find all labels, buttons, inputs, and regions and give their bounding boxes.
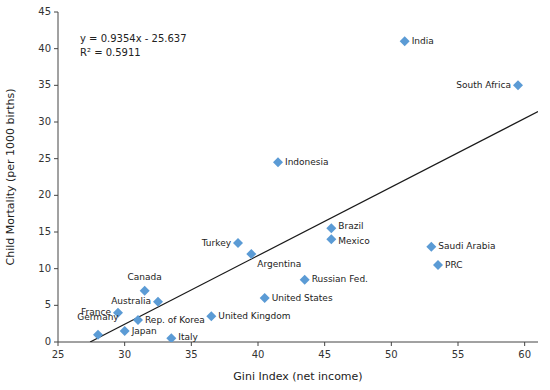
x-tick [458, 342, 459, 346]
point [326, 223, 336, 233]
x-tick [58, 342, 59, 346]
point [246, 249, 256, 259]
point [326, 234, 336, 244]
y-tick-label: 15 [38, 226, 51, 237]
point [300, 275, 310, 285]
y-axis-label: Child Mortality (per 1000 births) [4, 89, 17, 266]
point [400, 36, 410, 46]
x-tick-label: 35 [185, 349, 198, 360]
x-tick-label: 50 [385, 349, 398, 360]
point-label: Turkey [201, 238, 232, 248]
y-axis-line [58, 12, 59, 342]
y-tick [54, 12, 58, 13]
y-tick [54, 268, 58, 269]
point-label: Argentina [257, 259, 301, 269]
y-tick-label: 45 [38, 6, 51, 17]
point [166, 333, 176, 342]
y-tick [54, 342, 58, 343]
point-label: United Kingdom [218, 311, 290, 321]
x-axis-line [58, 342, 538, 343]
point [153, 297, 163, 307]
y-tick-label: 10 [38, 263, 51, 274]
point-label: Italy [178, 332, 198, 342]
point [513, 80, 523, 90]
point-label: Indonesia [285, 157, 329, 167]
y-tick-label: 40 [38, 43, 51, 54]
y-tick [54, 122, 58, 123]
y-tick [54, 158, 58, 159]
point-label: Brazil [338, 221, 363, 231]
x-tick [391, 342, 392, 346]
annotation: y = 0.9354x - 25.637 [80, 33, 187, 44]
point-label: Russian Fed. [312, 274, 368, 284]
x-tick [324, 342, 325, 346]
x-tick-label: 30 [118, 349, 131, 360]
x-tick [524, 342, 525, 346]
point-label: Japan [131, 326, 157, 336]
x-axis-label: Gini Index (net income) [233, 370, 362, 383]
x-tick-label: 40 [252, 349, 265, 360]
trend-line [90, 112, 538, 342]
y-tick [54, 232, 58, 233]
x-tick-label: 60 [518, 349, 531, 360]
point [233, 238, 243, 248]
point-label: South Africa [456, 80, 511, 90]
x-tick [191, 342, 192, 346]
x-tick-label: 55 [452, 349, 465, 360]
chart: 25 30 35 40 45 50 55 60 0 5 10 15 20 25 30 35 40 45 Gini I… [0, 0, 550, 390]
y-tick-label: 25 [38, 153, 51, 164]
x-tick [258, 342, 259, 346]
y-tick [54, 195, 58, 196]
x-tick-label: 45 [318, 349, 331, 360]
point-labels: GermanyJapanRep. of KoreaFranceCanadaAus… [77, 36, 511, 342]
point-label: Saudi Arabia [438, 241, 495, 251]
point-label: France [81, 307, 111, 317]
y-tick-label: 5 [45, 299, 51, 310]
x-tick-label: 25 [52, 349, 65, 360]
y-tick-label: 20 [38, 189, 51, 200]
y-tick-label: 0 [45, 336, 51, 347]
point-label: United States [272, 293, 333, 303]
point [426, 242, 436, 252]
point [260, 293, 270, 303]
equation: y = 0.9354x - 25.637 R² = 0.5911 [80, 33, 187, 58]
point [206, 311, 216, 321]
point [120, 326, 130, 336]
y-tick [54, 85, 58, 86]
point-label: India [412, 36, 434, 46]
axes: 25 30 35 40 45 50 55 60 0 5 10 15 20 25 30 35 40 45 [38, 6, 538, 360]
point-label: Canada [128, 272, 162, 282]
plot-area [90, 36, 538, 342]
y-tick-label: 35 [38, 79, 51, 90]
y-tick-label: 30 [38, 116, 51, 127]
point [133, 315, 143, 325]
point [433, 260, 443, 270]
annotation: R² = 0.5911 [80, 47, 141, 58]
point-label: Australia [111, 296, 151, 306]
x-tick [124, 342, 125, 346]
point [140, 286, 150, 296]
point-label: Rep. of Korea [145, 315, 205, 325]
point-label: PRC [445, 260, 463, 270]
y-tick [54, 48, 58, 49]
point [273, 157, 283, 167]
y-tick [54, 305, 58, 306]
point [93, 330, 103, 340]
point-label: Mexico [338, 236, 370, 246]
